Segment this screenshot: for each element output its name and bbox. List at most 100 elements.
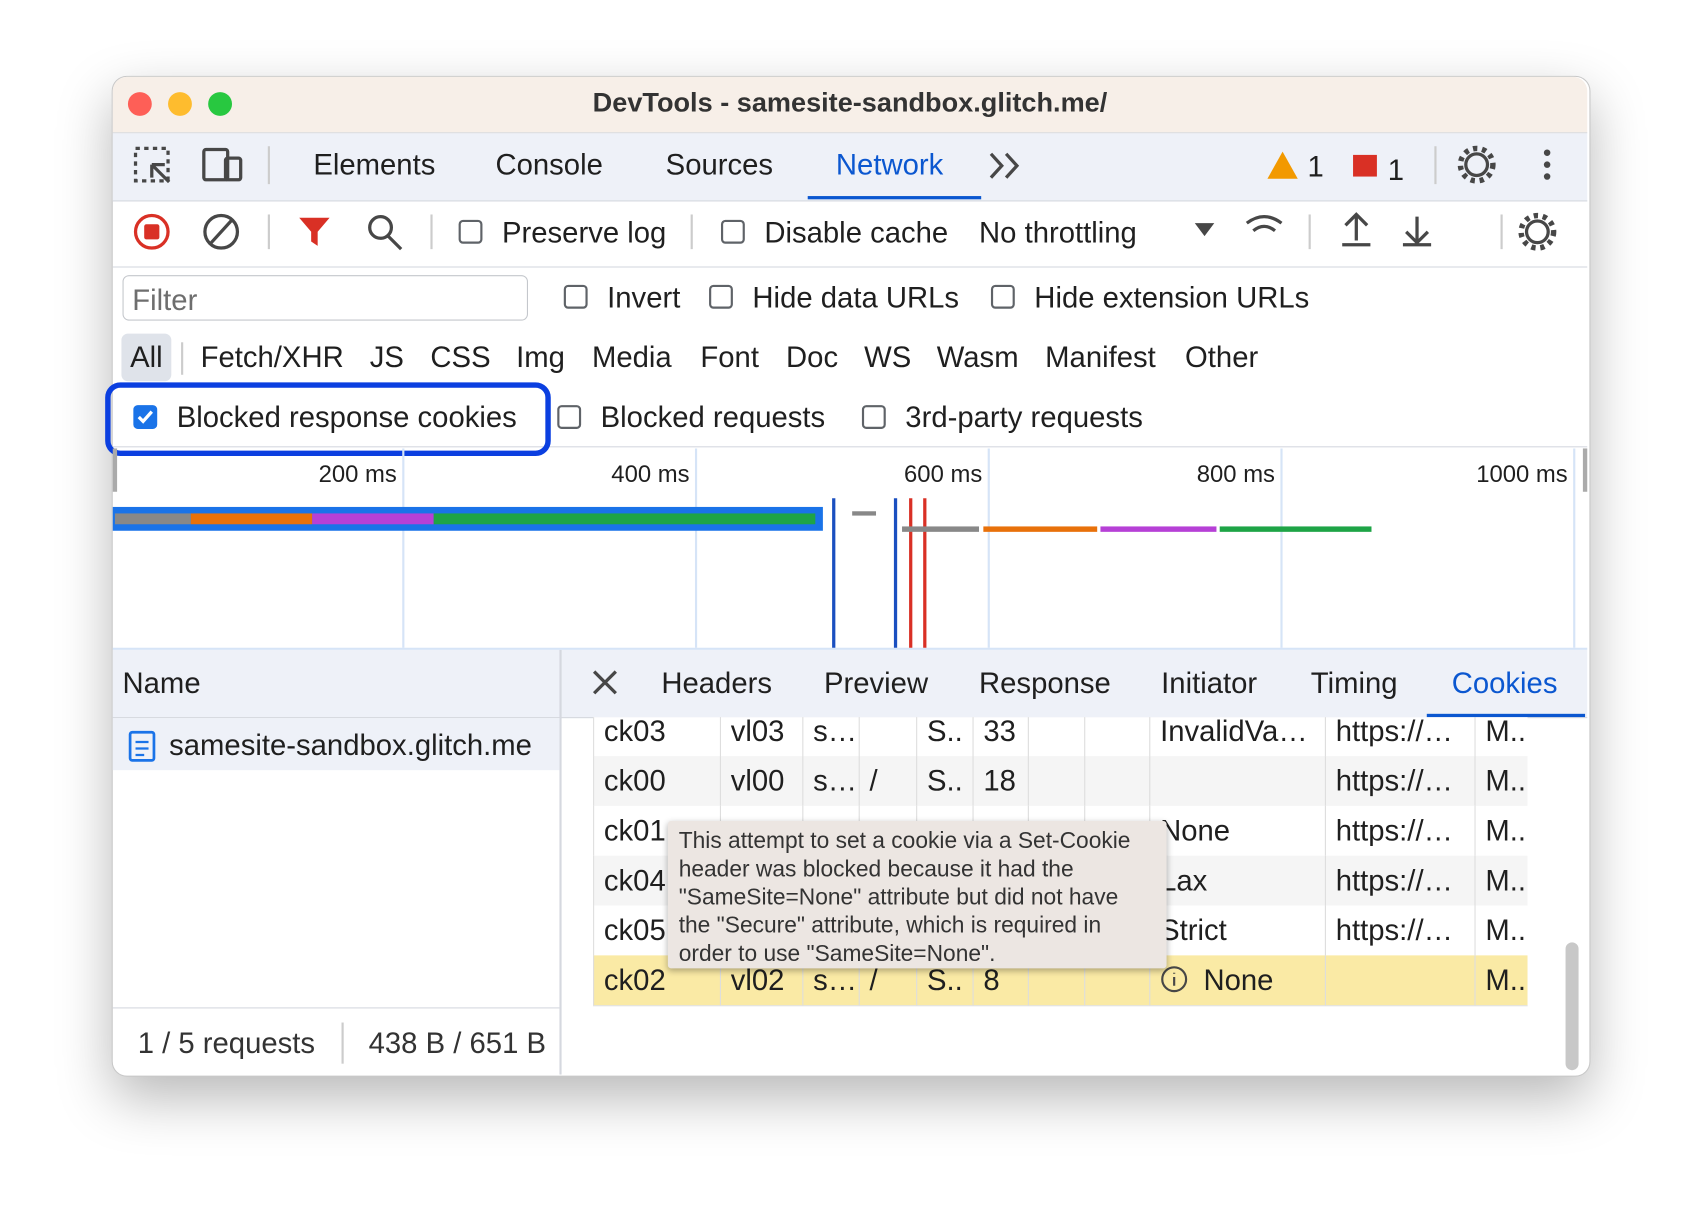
cookie-cell: M.. — [1485, 717, 1526, 747]
cookie-cell: M.. — [1485, 816, 1526, 846]
close-details-icon[interactable] — [592, 670, 617, 695]
details-tab[interactable]: Timing — [1310, 667, 1398, 700]
filter-input[interactable] — [122, 275, 528, 321]
network-settings-icon[interactable] — [1524, 219, 1550, 245]
type-filter[interactable]: All — [130, 341, 163, 374]
extra-filter-checkbox[interactable] — [861, 405, 886, 429]
col-divider — [719, 955, 721, 1006]
scrollbar[interactable] — [1565, 942, 1579, 1071]
document-icon-lines — [135, 740, 149, 757]
type-filter[interactable]: Doc — [786, 341, 839, 374]
name-header: Name — [122, 667, 201, 700]
status-requests: 1 / 5 requests — [137, 1026, 316, 1060]
details-header — [112, 649, 1588, 719]
timeline-markers — [832, 498, 927, 648]
cookie-cell: vl02 — [730, 966, 785, 996]
highlight-box — [105, 382, 551, 457]
type-filter[interactable]: WS — [864, 341, 912, 374]
cookie-row[interactable] — [593, 717, 1528, 757]
disable-cache-checkbox[interactable] — [720, 219, 745, 244]
filter-option-checkbox[interactable] — [563, 284, 588, 309]
kebab-icon[interactable] — [1543, 149, 1551, 180]
col-divider — [1474, 756, 1476, 806]
tab[interactable]: Network — [835, 148, 944, 181]
col-divider — [802, 756, 804, 806]
filter-option-label: Hide extension URLs — [1034, 281, 1310, 315]
col-divider — [1324, 955, 1326, 1006]
toolbar-area — [112, 266, 1588, 268]
col-divider — [802, 955, 804, 1006]
cookie-row[interactable] — [593, 756, 1528, 806]
settings-icon[interactable] — [1464, 152, 1490, 178]
throttling-select[interactable]: No throttling — [979, 216, 1137, 250]
type-filter[interactable]: CSS — [430, 341, 491, 374]
record-icon[interactable] — [133, 213, 170, 250]
preserve-log-label: Preserve log — [501, 216, 667, 250]
type-filter[interactable]: Font — [700, 341, 759, 374]
details-tab[interactable]: Cookies — [1451, 667, 1558, 700]
cookie-cell: https://… — [1335, 717, 1453, 747]
tab[interactable]: Sources — [665, 148, 774, 181]
request-name[interactable]: samesite-sandbox.glitch.me — [169, 728, 532, 762]
type-filter[interactable]: Wasm — [936, 341, 1019, 374]
details-tab[interactable]: Initiator — [1161, 667, 1258, 700]
cookie-cell: vl03 — [730, 717, 785, 747]
cookie-cell: s… — [813, 966, 858, 996]
minimize-button[interactable] — [168, 92, 192, 116]
col-divider — [916, 717, 918, 757]
type-filter[interactable]: Media — [591, 341, 672, 374]
type-filter[interactable]: JS — [369, 341, 404, 374]
col-divider — [593, 756, 595, 806]
clear-icon-slash — [209, 218, 234, 245]
waterfall-ssl — [312, 513, 434, 525]
details-tab-underline — [1426, 713, 1586, 718]
details-tab[interactable]: Response — [979, 667, 1111, 700]
filter-option-checkbox[interactable] — [990, 284, 1015, 309]
col-divider — [719, 717, 721, 757]
tooltip-line: This attempt to set a cookie via a Set-C… — [678, 828, 1131, 854]
more-tabs-icon[interactable] — [989, 152, 1020, 179]
tooltip-line: "SameSite=None" attribute but did not ha… — [678, 884, 1119, 910]
details-tab[interactable]: Headers — [661, 667, 773, 700]
extra-filter-label: 3rd-party requests — [905, 400, 1143, 434]
window-title: DevTools - samesite-sandbox.glitch.me/ — [592, 87, 1108, 119]
col-divider — [1027, 717, 1029, 757]
filter-option-checkbox[interactable] — [709, 284, 733, 309]
device-icon[interactable] — [202, 147, 230, 182]
cookie-cell: vl00 — [730, 766, 785, 797]
timeline-handle-left[interactable] — [112, 448, 118, 492]
zoom-button[interactable] — [208, 92, 233, 116]
network-conditions-icon[interactable] — [1245, 215, 1283, 233]
col-divider — [1084, 756, 1086, 806]
col-divider — [858, 756, 860, 806]
tab[interactable]: Elements — [313, 148, 436, 181]
col-divider — [593, 905, 595, 956]
col-divider — [1149, 717, 1151, 757]
type-filter[interactable]: Other — [1185, 341, 1259, 374]
col-divider — [593, 955, 595, 1006]
extra-filter-checkbox[interactable] — [133, 405, 158, 429]
timeline-handle-right[interactable] — [1582, 448, 1588, 492]
throttle-dropdown[interactable] — [1194, 223, 1215, 237]
type-filter[interactable]: Img — [516, 341, 565, 374]
type-filter[interactable]: Fetch/XHR — [200, 341, 344, 374]
inspect-icon[interactable] — [133, 146, 170, 183]
warning-icon — [1267, 151, 1298, 179]
col-divider — [593, 855, 595, 906]
extra-filter-checkbox[interactable] — [557, 405, 582, 429]
details-tab[interactable]: Preview — [823, 667, 929, 700]
close-button[interactable] — [127, 92, 152, 116]
clear-icon[interactable] — [203, 213, 240, 250]
filter-icon[interactable] — [299, 217, 330, 246]
col-divider — [1474, 855, 1476, 906]
search-icon[interactable] — [368, 215, 394, 240]
extra-filter-label: Blocked response cookies — [176, 400, 517, 434]
filter-option-label: Invert — [607, 281, 681, 315]
cookie-cell: None — [1160, 816, 1231, 846]
tab[interactable]: Console — [495, 148, 603, 181]
import-export-icons[interactable] — [1342, 212, 1432, 247]
type-filter[interactable]: Manifest — [1045, 341, 1156, 374]
preserve-log-checkbox[interactable] — [458, 219, 483, 244]
